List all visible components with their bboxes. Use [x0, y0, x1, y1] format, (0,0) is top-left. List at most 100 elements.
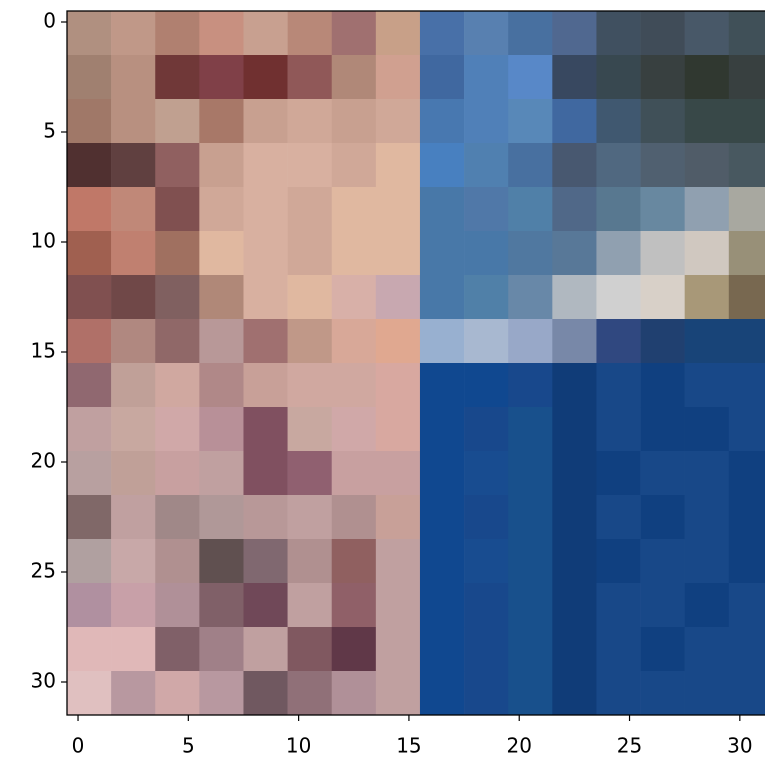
pixel — [685, 627, 729, 671]
pixel — [552, 319, 596, 363]
pixel — [199, 627, 243, 671]
pixel — [67, 11, 111, 55]
pixel — [552, 407, 596, 451]
pixel — [552, 451, 596, 495]
pixel — [111, 363, 155, 407]
pixel — [111, 407, 155, 451]
pixel — [111, 319, 155, 363]
pixel — [508, 143, 552, 187]
pixel — [685, 671, 729, 715]
pixel — [199, 451, 243, 495]
pixel — [243, 671, 287, 715]
pixel — [508, 451, 552, 495]
pixel — [596, 671, 640, 715]
pixel — [288, 407, 332, 451]
pixel — [67, 671, 111, 715]
y-tick-label: 15 — [31, 339, 56, 363]
pixel — [111, 627, 155, 671]
pixel — [552, 275, 596, 319]
pixel — [332, 451, 376, 495]
pixel — [332, 627, 376, 671]
pixel — [596, 143, 640, 187]
pixel — [243, 451, 287, 495]
pixel — [464, 407, 508, 451]
pixel — [332, 55, 376, 99]
pixel — [641, 627, 685, 671]
pixel — [729, 55, 765, 99]
pixel — [641, 231, 685, 275]
pixel — [464, 451, 508, 495]
pixel — [420, 407, 464, 451]
pixel — [288, 275, 332, 319]
pixel — [552, 495, 596, 539]
pixel — [243, 11, 287, 55]
pixel — [199, 11, 243, 55]
pixel — [332, 187, 376, 231]
pixel — [685, 231, 729, 275]
pixel — [464, 627, 508, 671]
pixel — [552, 231, 596, 275]
pixel — [596, 451, 640, 495]
pixel — [420, 539, 464, 583]
pixel — [508, 627, 552, 671]
pixel — [420, 99, 464, 143]
pixel — [420, 495, 464, 539]
pixel — [641, 99, 685, 143]
pixel — [641, 583, 685, 627]
pixel — [376, 539, 420, 583]
pixel — [199, 583, 243, 627]
pixel — [596, 319, 640, 363]
pixel — [332, 99, 376, 143]
pixel — [111, 671, 155, 715]
pixel — [508, 187, 552, 231]
pixel — [243, 627, 287, 671]
pixel — [376, 363, 420, 407]
pixel — [685, 143, 729, 187]
pixel — [729, 583, 765, 627]
pixel — [685, 319, 729, 363]
pixel — [420, 55, 464, 99]
pixel — [596, 407, 640, 451]
pixel — [67, 143, 111, 187]
pixel — [420, 451, 464, 495]
pixel — [376, 495, 420, 539]
pixel — [243, 55, 287, 99]
pixel — [685, 539, 729, 583]
pixel — [641, 187, 685, 231]
pixel — [641, 363, 685, 407]
pixel — [155, 275, 199, 319]
pixel — [729, 671, 765, 715]
pixel — [552, 55, 596, 99]
pixel — [464, 187, 508, 231]
pixel — [111, 451, 155, 495]
pixel — [155, 99, 199, 143]
pixel — [376, 451, 420, 495]
pixel — [67, 99, 111, 143]
pixel — [729, 275, 765, 319]
pixel — [288, 231, 332, 275]
pixel — [243, 187, 287, 231]
pixel — [376, 99, 420, 143]
pixel — [155, 363, 199, 407]
pixel — [155, 495, 199, 539]
pixel — [199, 319, 243, 363]
pixel — [596, 583, 640, 627]
pixel — [243, 539, 287, 583]
pixel — [376, 627, 420, 671]
pixel — [464, 275, 508, 319]
pixel — [155, 187, 199, 231]
pixel — [288, 539, 332, 583]
pixel — [596, 495, 640, 539]
pixel — [111, 143, 155, 187]
pixel — [288, 583, 332, 627]
pixel — [552, 187, 596, 231]
pixel — [641, 143, 685, 187]
pixel — [508, 231, 552, 275]
pixel — [685, 187, 729, 231]
pixel — [67, 55, 111, 99]
pixel — [596, 11, 640, 55]
pixel — [376, 231, 420, 275]
pixel — [243, 583, 287, 627]
pixel — [111, 275, 155, 319]
pixel — [420, 627, 464, 671]
